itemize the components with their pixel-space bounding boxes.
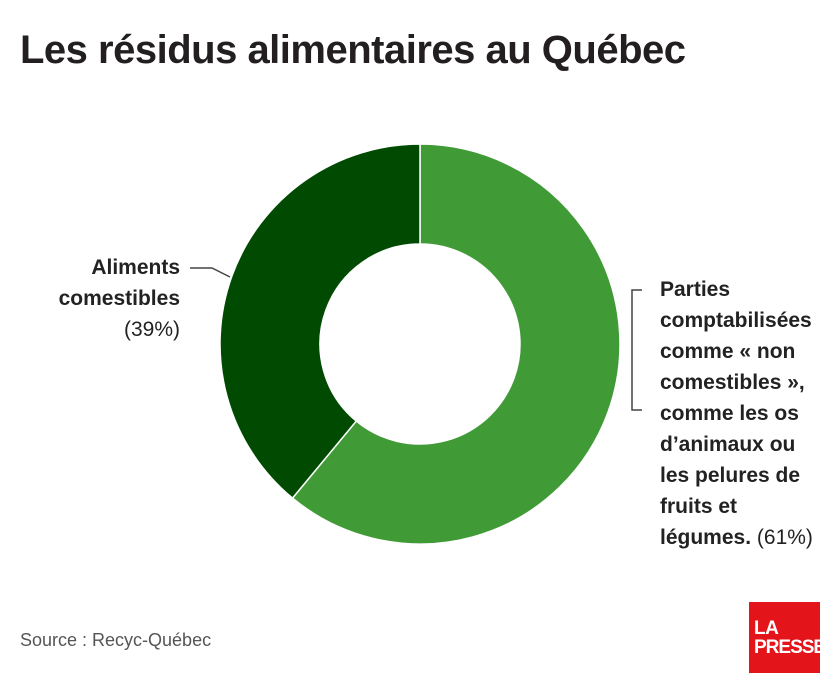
label-non-line-8: fruits et bbox=[660, 495, 738, 518]
la-presse-logo: LA PRESSE bbox=[749, 602, 826, 673]
logo-line-2: PRESSE bbox=[754, 636, 826, 658]
label-non-last-line: légumes. (61%) bbox=[660, 526, 813, 549]
label-non-line-3: comme « non bbox=[660, 340, 796, 363]
label-aliments-percent: (39%) bbox=[123, 318, 180, 341]
label-non-line-7: les pelures de bbox=[660, 464, 801, 487]
label-non-line-4: comestibles », bbox=[660, 371, 805, 394]
label-non-line-2: comptabilisées bbox=[660, 309, 812, 332]
leader-line-non-comestibles bbox=[631, 289, 642, 411]
chart-title: Les résidus alimentaires au Québec bbox=[20, 28, 686, 72]
label-non-comestibles: Parties comptabilisées comme « non comes… bbox=[660, 274, 835, 553]
label-non-line-1: Parties bbox=[660, 278, 731, 301]
slice-aliments-comestibles bbox=[219, 143, 421, 500]
leader-line-aliments-comestibles bbox=[190, 267, 231, 278]
label-aliments-line-2: comestibles bbox=[58, 287, 180, 310]
label-aliments-comestibles: Aliments comestibles (39%) bbox=[59, 252, 180, 345]
label-non-line-9: légumes. bbox=[660, 526, 752, 549]
label-non-percent: (61%) bbox=[756, 526, 813, 549]
source-note: Source : Recyc-Québec bbox=[20, 630, 212, 650]
label-non-line-5: comme les os bbox=[660, 402, 799, 425]
slice-non-comestibles bbox=[291, 143, 621, 545]
logo-line-1: LA bbox=[754, 617, 779, 639]
label-non-line-6: d’animaux ou bbox=[660, 433, 796, 456]
label-aliments-line-1: Aliments bbox=[91, 256, 180, 279]
